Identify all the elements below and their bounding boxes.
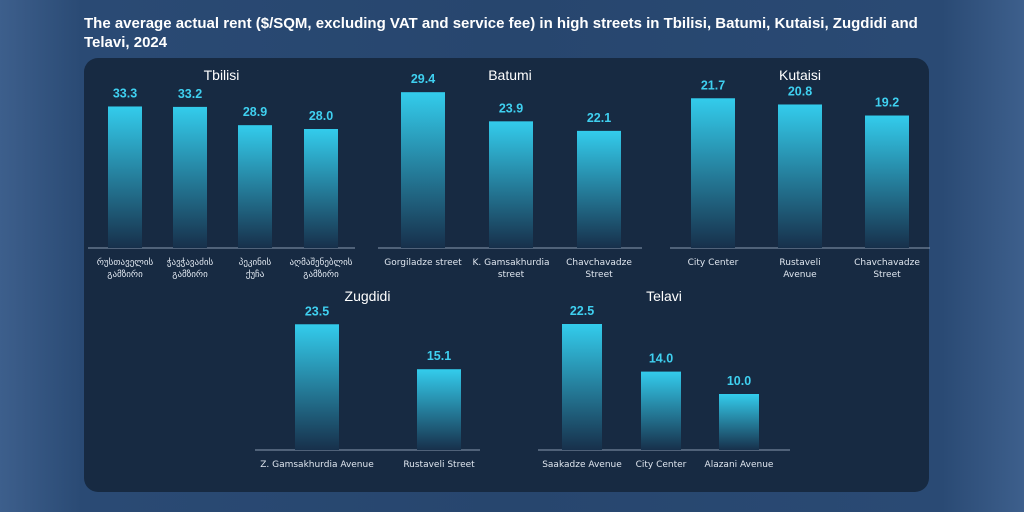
bar-value-label: 33.2: [178, 87, 202, 101]
category-label: Chavchavadze Street: [566, 258, 632, 280]
category-label: რუსთაველის გამზირი: [97, 257, 154, 280]
bar-value-label: 23.5: [305, 304, 329, 318]
bar: [641, 371, 681, 450]
category-label: City Center: [688, 258, 739, 268]
chart-2: Kutaisi 21.7 City Center 20.8 Rustaveli Avenu…: [670, 67, 930, 280]
bar-value-label: 29.4: [411, 72, 435, 86]
bar-value-label: 22.5: [570, 304, 594, 318]
category-label: Rustaveli Avenue: [779, 258, 820, 280]
bar: [401, 92, 445, 249]
bar-value-label: 23.9: [499, 101, 523, 115]
bar-value-label: 20.8: [788, 84, 812, 98]
chart-title: Zugdidi: [345, 288, 391, 304]
bar: [577, 130, 621, 248]
category-label: Chavchavadze Street: [854, 258, 920, 280]
category-label: K. Gamsakhurdia street: [473, 258, 550, 280]
bar: [562, 324, 602, 450]
bar-value-label: 22.1: [587, 111, 611, 125]
bar: [173, 106, 207, 249]
category-label: Alazani Avenue: [705, 460, 774, 470]
chart-title: Tbilisi: [204, 67, 240, 83]
chart-title: Kutaisi: [779, 67, 821, 83]
bar: [108, 106, 142, 248]
bar-value-label: 14.0: [649, 352, 673, 366]
bar: [719, 394, 759, 450]
chart-0: Tbilisi 33.3 რუსთაველის გამზირი 33.2 ჭავჭავაძ…: [88, 67, 355, 280]
chart-4: Telavi 22.5 Saakadze Avenue 14.0 City Center…: [538, 288, 790, 470]
chart-1: Batumi 29.4 Gorgiladze street 23.9 K. Gamsak…: [378, 67, 642, 280]
chart-3: Zugdidi 23.5 Z. Gamsakhurdia Avenue 15.1 Rus…: [255, 288, 480, 470]
category-label: Gorgiladze street: [384, 258, 462, 268]
category-label: ჭავჭავაძის გამზირი: [167, 257, 214, 280]
category-label: Rustaveli Street: [403, 460, 475, 470]
bar-value-label: 21.7: [701, 78, 725, 92]
bar: [295, 324, 339, 450]
bar: [304, 129, 338, 248]
bar: [489, 121, 533, 248]
bar-value-label: 15.1: [427, 349, 451, 363]
bar: [238, 125, 272, 248]
category-label: აღმაშენებლის გამზირი: [289, 257, 352, 280]
bar-value-label: 10.0: [727, 374, 751, 388]
bar: [417, 369, 461, 450]
category-label: Saakadze Avenue: [542, 460, 622, 470]
page-title: The average actual rent ($/SQM, excludin…: [84, 15, 918, 51]
bar-value-label: 19.2: [875, 96, 899, 110]
category-label: Z. Gamsakhurdia Avenue: [260, 460, 374, 470]
bar: [865, 115, 909, 249]
bar-value-label: 28.9: [243, 105, 267, 119]
bar-value-label: 28.0: [309, 109, 333, 123]
bar-value-label: 33.3: [113, 86, 137, 100]
bar: [691, 98, 735, 249]
chart-title: Telavi: [646, 288, 682, 304]
category-label: City Center: [636, 460, 687, 470]
category-label: პეკინის ქუჩა: [239, 257, 272, 280]
bar: [778, 104, 822, 248]
chart-title: Batumi: [488, 67, 532, 83]
